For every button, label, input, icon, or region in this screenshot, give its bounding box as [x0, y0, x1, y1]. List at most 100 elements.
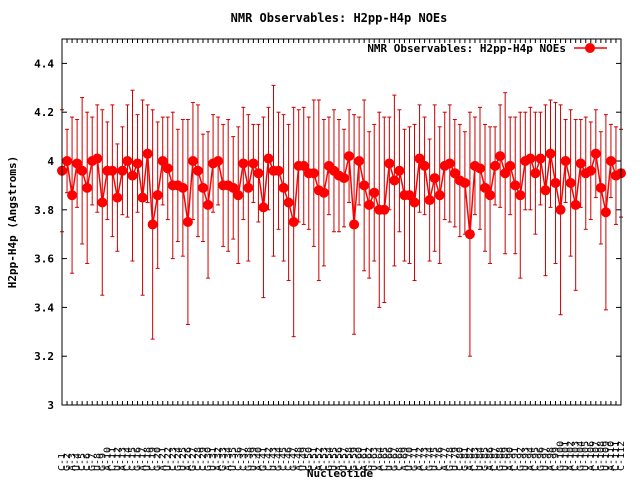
data-point [505, 160, 516, 171]
data-point [157, 156, 168, 166]
x-tick-label: U-63 [369, 447, 380, 471]
x-tick-label: G-50 [304, 447, 315, 471]
x-tick-label: U-31 [208, 447, 219, 471]
data-point [500, 168, 511, 179]
x-tick-label: U-18 [143, 447, 154, 471]
x-tick-label: C-15 [128, 447, 139, 471]
x-tick-label: U-43 [269, 447, 280, 471]
data-point [147, 219, 158, 230]
data-point [107, 165, 118, 176]
x-tick-label: A-106 [586, 441, 597, 471]
data-point [490, 160, 501, 171]
data-point [550, 177, 561, 188]
x-tick-label: U-8 [92, 453, 103, 471]
y-axis-label: H2pp-H4p (Angstroms) [6, 156, 19, 288]
x-tick-label: C-91 [510, 447, 521, 471]
data-point [459, 177, 470, 188]
data-point [364, 199, 375, 210]
x-tick-label: C-53 [319, 447, 330, 471]
x-axis-label: Nucleotide [307, 467, 374, 480]
x-tick-label: C-111 [611, 441, 622, 471]
x-tick-label: G-104 [576, 441, 587, 471]
data-point [288, 217, 299, 227]
x-tick-label: C-99 [551, 447, 562, 471]
x-tick-label: A-13 [117, 447, 128, 471]
data-point [495, 151, 506, 162]
data-point [444, 158, 455, 169]
x-tick-label: U-97 [540, 447, 551, 471]
x-tick-label: C-36 [233, 447, 244, 471]
x-tick-label: C-1 [57, 453, 68, 471]
data-point [82, 182, 93, 193]
data-point [555, 204, 566, 215]
data-point [429, 173, 440, 184]
x-tick-label: A-17 [138, 447, 149, 471]
data-point [177, 182, 188, 193]
y-tick-label: 3 [47, 399, 54, 412]
data-point [605, 156, 616, 166]
data-point [198, 182, 209, 193]
data-point [187, 156, 198, 166]
data-point [318, 187, 329, 198]
data-point [72, 158, 83, 169]
x-tick-label: C-103 [571, 441, 582, 471]
x-tick-label: A-90 [505, 447, 516, 471]
x-tick-label: G-81 [460, 447, 471, 471]
data-point [192, 165, 203, 176]
x-tick-label: A-56 [334, 447, 345, 471]
data-point [510, 180, 521, 191]
x-tick-label: C-68 [394, 447, 405, 471]
x-tick-label: C-5 [77, 453, 88, 471]
data-point [273, 165, 284, 176]
x-tick-label: C-42 [263, 447, 274, 471]
x-tick-label: C-29 [198, 447, 209, 471]
data-point [480, 182, 491, 193]
x-tick-label: U-70 [404, 447, 415, 471]
x-tick-label: A-26 [183, 447, 194, 471]
data-point [62, 156, 73, 166]
x-tick-label: U-109 [601, 441, 612, 471]
x-tick-label: G-41 [258, 447, 269, 471]
error-bars [60, 84, 623, 357]
data-point [152, 190, 163, 201]
data-point [530, 168, 541, 179]
x-tick-label: G-78 [445, 447, 456, 471]
x-tick-label: C-87 [490, 447, 501, 471]
x-tick-label: G-24 [173, 447, 184, 471]
x-tick-label: A-32 [213, 447, 224, 471]
y-tick-label: 3.4 [34, 301, 54, 314]
x-tick-label: G-16 [133, 447, 144, 471]
x-tick-label: A-52 [314, 447, 325, 471]
x-tick-label: C-83 [470, 447, 481, 471]
x-tick-label: G-27 [188, 447, 199, 471]
x-tick-label: U-35 [228, 447, 239, 471]
x-tick-label: A-102 [566, 441, 577, 471]
x-tick-label: A-94 [525, 447, 536, 471]
x-tick-label: G-74 [425, 447, 436, 471]
data-point [278, 182, 289, 193]
data-point [575, 158, 586, 169]
data-point [545, 148, 556, 159]
data-point [379, 204, 390, 215]
x-tick-label: G-59 [349, 447, 360, 471]
data-point [132, 158, 143, 169]
data-point [349, 219, 360, 230]
x-tick-label: U-12 [112, 447, 123, 471]
data-point [560, 156, 571, 166]
data-point [535, 153, 546, 164]
data-point [298, 160, 309, 171]
data-point [600, 207, 611, 218]
x-tick-label: G-96 [535, 447, 546, 471]
data-point [595, 182, 606, 193]
x-tick-label: U-22 [163, 447, 174, 471]
data-point [369, 187, 380, 198]
x-tick-label: G-100 [556, 441, 567, 471]
data-point [419, 160, 430, 171]
x-tick-label: C-76 [435, 447, 446, 471]
x-tick-label: A-72 [415, 447, 426, 471]
data-point [404, 190, 415, 201]
data-point [137, 192, 148, 203]
data-point [112, 192, 123, 203]
x-tick-label: G-2 [62, 453, 73, 471]
